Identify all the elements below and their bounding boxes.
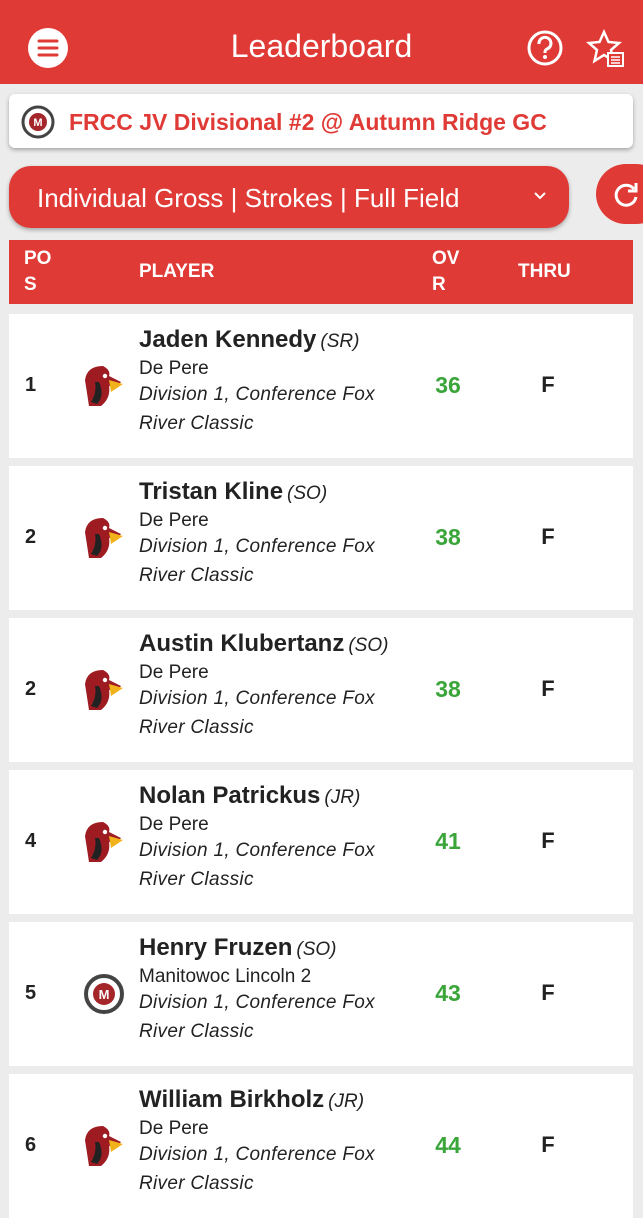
column-header[interactable]: POS xyxy=(24,248,52,295)
position: 2 xyxy=(25,526,37,548)
player-info: Austin Klubertanz (SO) De Pere Division 1, … xyxy=(139,630,409,742)
column-header[interactable]: PLAYER xyxy=(139,261,215,282)
player-line: Tristan Kline (SO) xyxy=(139,478,409,506)
table-header: POS PLAYER OVR THRU xyxy=(9,240,633,304)
overall-score: 41 xyxy=(435,828,461,854)
leaderboard-row[interactable]: 2 Austin Klubertanz (SO) De Pere Division 1,… xyxy=(9,618,633,762)
thru: F xyxy=(541,524,555,549)
team-logo xyxy=(85,822,123,862)
thru: F xyxy=(541,372,555,397)
player-line: Henry Fruzen (SO) xyxy=(139,934,409,962)
leaderboard-row[interactable]: 5 M Henry Fruzen (SO) Manitowoc Lincoln 2 Div… xyxy=(9,922,633,1066)
position: 2 xyxy=(25,678,37,700)
player-line: William Birkholz (JR) xyxy=(139,1086,409,1114)
school: De Pere xyxy=(139,814,209,835)
division: Division 1, Conference Fox River Classic xyxy=(139,536,375,586)
overall-score: 44 xyxy=(435,1132,461,1158)
team-logo xyxy=(85,366,123,406)
svg-text:M: M xyxy=(33,117,42,129)
column-header[interactable]: OVR xyxy=(432,248,460,295)
player-info: Jaden Kennedy (SR) De Pere Division 1, Conf… xyxy=(139,326,409,438)
thru: F xyxy=(541,980,555,1005)
player-info: Tristan Kline (SO) De Pere Division 1, Conf… xyxy=(139,478,409,590)
division: Division 1, Conference Fox River Classic xyxy=(139,840,375,890)
svg-text:M: M xyxy=(99,987,110,1002)
dropdown-arrow xyxy=(534,192,546,200)
player-name: Tristan Kline xyxy=(139,478,284,505)
player-info: William Birkholz (JR) De Pere Division 1, C… xyxy=(139,1086,409,1198)
school: De Pere xyxy=(139,1118,209,1139)
filter-dropdown[interactable]: Individual Gross | Strokes | Full Field xyxy=(9,166,569,228)
leaderboard-row[interactable]: 6 William Birkholz (JR) De Pere Division 1, … xyxy=(9,1074,633,1218)
filter-label: Individual Gross | Strokes | Full Field xyxy=(37,183,460,213)
header-title: Leaderboard xyxy=(230,28,413,64)
event-banner[interactable]: M FRCC JV Divisional #2 @ Autumn Ridge G… xyxy=(9,94,633,148)
overall-score: 36 xyxy=(435,372,461,398)
position: 1 xyxy=(25,374,37,396)
position: 6 xyxy=(25,1134,37,1156)
help-button[interactable] xyxy=(526,29,564,67)
division: Division 1, Conference Fox River Classic xyxy=(139,1144,375,1194)
player-name: Henry Fruzen xyxy=(139,934,293,961)
player-name: William Birkholz xyxy=(139,1086,325,1113)
overall-score: 43 xyxy=(435,980,461,1006)
division: Division 1, Conference Fox River Classic xyxy=(139,384,375,434)
player-grade: (SO) xyxy=(287,483,328,504)
player-line: Jaden Kennedy (SR) xyxy=(139,326,409,354)
thru: F xyxy=(541,828,555,853)
player-grade: (JR) xyxy=(324,787,361,808)
leaderboard-row[interactable]: 1 Jaden Kennedy (SR) De Pere Division 1, Con… xyxy=(9,314,633,458)
player-line: Nolan Patrickus (JR) xyxy=(139,782,409,810)
overall-score: 38 xyxy=(435,676,461,702)
overall-score: 38 xyxy=(435,524,461,550)
player-info: Henry Fruzen (SO) Manitowoc Lincoln 2 Divis… xyxy=(139,934,409,1046)
thru: F xyxy=(541,1132,555,1157)
division: Division 1, Conference Fox River Classic xyxy=(139,688,375,738)
event-logo: M xyxy=(21,105,55,139)
player-grade: (SR) xyxy=(320,331,360,352)
event-name: FRCC JV Divisional #2 @ Autumn Ridge GC xyxy=(69,109,547,135)
thru: F xyxy=(541,676,555,701)
school: Manitowoc Lincoln 2 xyxy=(139,966,312,987)
menu-button[interactable] xyxy=(27,27,69,69)
team-logo xyxy=(85,670,123,710)
team-logo xyxy=(85,518,123,558)
division: Division 1, Conference Fox River Classic xyxy=(139,992,375,1042)
position: 4 xyxy=(25,830,37,852)
team-logo: M xyxy=(84,974,124,1014)
player-line: Austin Klubertanz (SO) xyxy=(139,630,409,658)
position: 5 xyxy=(25,982,37,1004)
player-name: Nolan Patrickus xyxy=(139,782,321,809)
favorites-button[interactable] xyxy=(586,29,626,69)
team-logo xyxy=(85,1126,123,1166)
leaderboard-row[interactable]: 4 Nolan Patrickus (JR) De Pere Division 1, C… xyxy=(9,770,633,914)
player-grade: (SO) xyxy=(296,939,337,960)
player-name: Jaden Kennedy xyxy=(139,326,317,353)
school: De Pere xyxy=(139,510,209,531)
school: De Pere xyxy=(139,662,209,683)
player-grade: (JR) xyxy=(328,1091,365,1112)
player-name: Austin Klubertanz xyxy=(139,630,345,657)
school: De Pere xyxy=(139,358,209,379)
player-grade: (SO) xyxy=(348,635,389,656)
column-header[interactable]: THRU xyxy=(518,261,571,282)
app-header: Leaderboard xyxy=(0,0,643,84)
refresh-button[interactable] xyxy=(596,164,643,224)
refresh-icon xyxy=(614,183,638,207)
leaderboard-row[interactable]: 2 Tristan Kline (SO) De Pere Division 1, Con… xyxy=(9,466,633,610)
player-info: Nolan Patrickus (JR) De Pere Division 1, Co… xyxy=(139,782,409,894)
